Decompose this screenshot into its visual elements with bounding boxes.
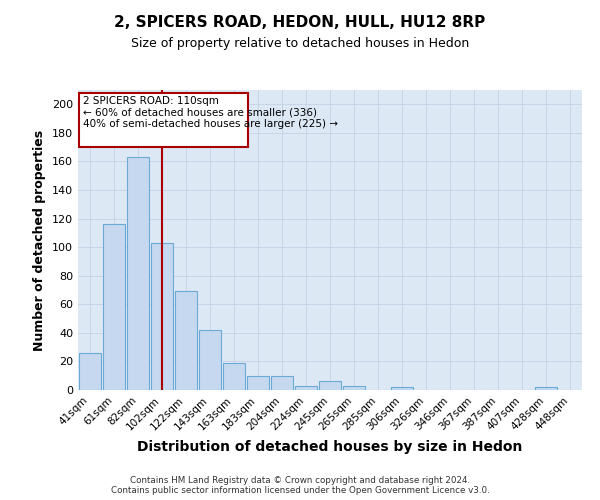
Text: Size of property relative to detached houses in Hedon: Size of property relative to detached ho… xyxy=(131,38,469,51)
X-axis label: Distribution of detached houses by size in Hedon: Distribution of detached houses by size … xyxy=(137,440,523,454)
Text: Contains HM Land Registry data © Crown copyright and database right 2024.
Contai: Contains HM Land Registry data © Crown c… xyxy=(110,476,490,495)
Bar xyxy=(127,157,149,390)
Bar xyxy=(271,376,293,390)
Bar xyxy=(247,376,269,390)
Text: 2, SPICERS ROAD, HEDON, HULL, HU12 8RP: 2, SPICERS ROAD, HEDON, HULL, HU12 8RP xyxy=(115,15,485,30)
Bar xyxy=(343,386,365,390)
Bar xyxy=(319,382,341,390)
Bar xyxy=(175,292,197,390)
Bar xyxy=(223,363,245,390)
Bar xyxy=(199,330,221,390)
Bar xyxy=(391,387,413,390)
Y-axis label: Number of detached properties: Number of detached properties xyxy=(34,130,46,350)
Text: 2 SPICERS ROAD: 110sqm
← 60% of detached houses are smaller (336)
40% of semi-de: 2 SPICERS ROAD: 110sqm ← 60% of detached… xyxy=(83,96,338,129)
Bar xyxy=(79,353,101,390)
Bar xyxy=(535,387,557,390)
Bar xyxy=(295,386,317,390)
FancyBboxPatch shape xyxy=(79,93,248,147)
Bar xyxy=(151,243,173,390)
Bar xyxy=(103,224,125,390)
